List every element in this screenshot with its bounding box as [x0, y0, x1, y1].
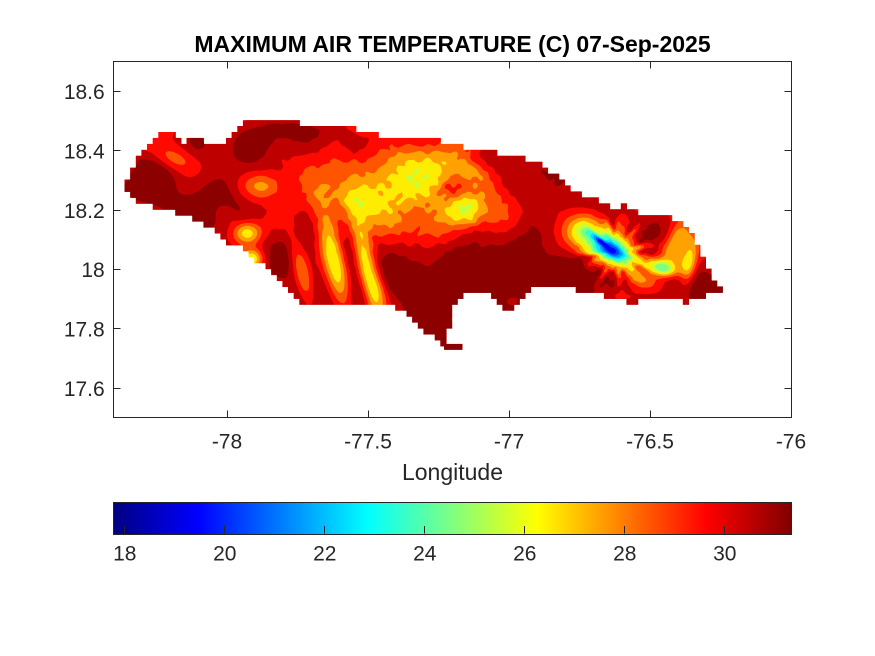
svg-text:26: 26 — [513, 543, 536, 566]
svg-text:24: 24 — [413, 543, 437, 566]
svg-text:-76: -76 — [776, 431, 806, 454]
svg-text:20: 20 — [213, 543, 236, 566]
svg-text:18: 18 — [113, 543, 136, 566]
svg-text:-77: -77 — [494, 431, 524, 454]
svg-text:MAXIMUM AIR TEMPERATURE (C) 07: MAXIMUM AIR TEMPERATURE (C) 07-Sep-2025 — [194, 31, 710, 57]
svg-text:17.6: 17.6 — [64, 378, 105, 401]
svg-text:18.4: 18.4 — [64, 140, 105, 163]
svg-text:18.6: 18.6 — [64, 81, 105, 104]
svg-text:22: 22 — [313, 543, 336, 566]
svg-text:Longitude: Longitude — [402, 459, 503, 485]
svg-text:-78: -78 — [212, 431, 242, 454]
svg-text:18: 18 — [81, 259, 104, 282]
svg-text:18.2: 18.2 — [64, 200, 105, 223]
svg-text:17.8: 17.8 — [64, 319, 105, 342]
svg-text:28: 28 — [613, 543, 636, 566]
svg-text:-77.5: -77.5 — [344, 431, 392, 454]
svg-text:30: 30 — [713, 543, 736, 566]
svg-text:-76.5: -76.5 — [626, 431, 674, 454]
